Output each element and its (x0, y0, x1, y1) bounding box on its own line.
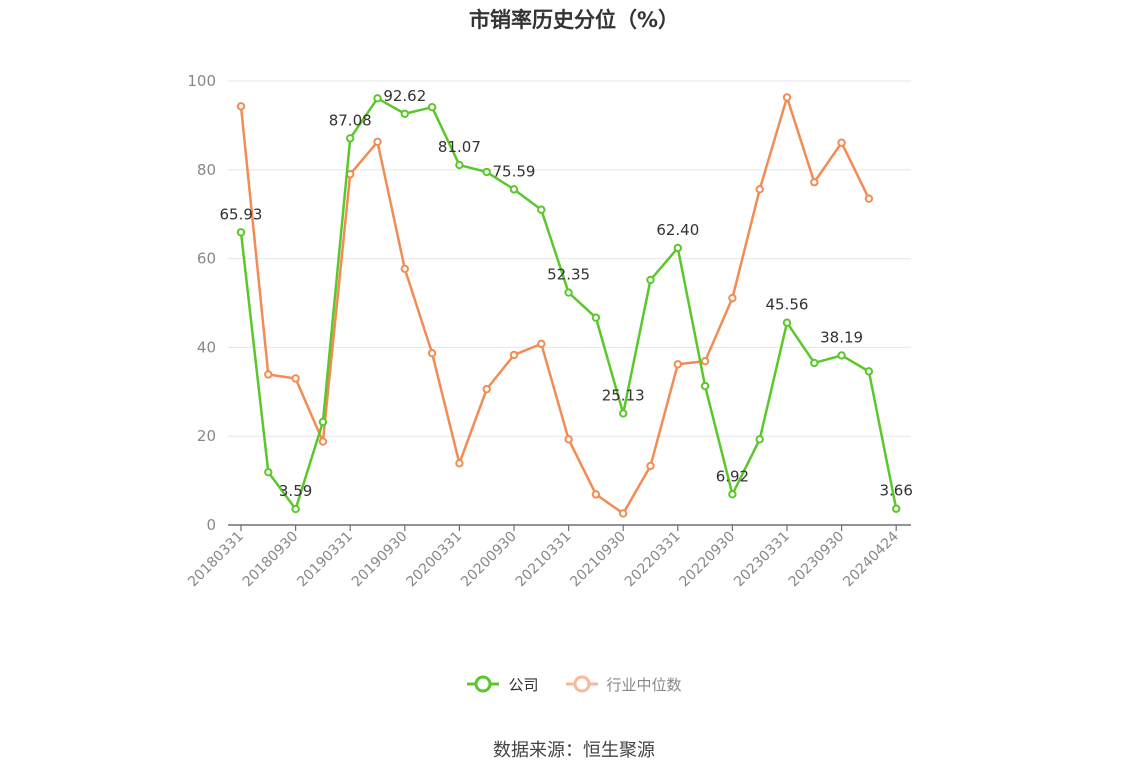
data-point (236, 228, 246, 237)
y-tick-label: 100 (187, 72, 216, 90)
x-tick-label: 20240424 (840, 528, 902, 590)
data-point (864, 367, 874, 376)
data-point (318, 417, 328, 427)
data-point (400, 109, 409, 118)
data-point (373, 94, 382, 103)
data-point (728, 490, 737, 499)
data-point (837, 138, 846, 147)
data-label: 52.35 (547, 266, 590, 284)
data-label: 3.59 (279, 482, 312, 500)
x-tick-label: 20210331 (513, 529, 575, 591)
data-point (646, 461, 655, 471)
data-label: 45.56 (766, 296, 809, 314)
x-tick-label: 20190331 (294, 529, 356, 591)
legend-item-industry[interactable]: 行业中位数 (565, 673, 682, 695)
data-point (700, 356, 710, 366)
legend-industry-label: 行业中位数 (606, 675, 682, 694)
data-point (619, 509, 628, 518)
legend: 公司 行业中位数 (0, 673, 1148, 695)
data-point (509, 185, 519, 194)
data-label: 38.19 (820, 328, 863, 346)
data-label: 25.13 (602, 386, 645, 404)
legend-company-label: 公司 (508, 675, 539, 694)
x-tick-label: 20200331 (404, 529, 466, 591)
x-tick-label: 20220331 (622, 529, 684, 591)
data-point (564, 288, 573, 297)
data-labels: 65.93 3.59 87.08 92.62 81.07 75.59 52.35 25.13 6… (220, 87, 913, 500)
x-tick-label: 20210930 (567, 529, 629, 591)
data-point (264, 467, 273, 477)
data-label: 87.08 (329, 111, 372, 129)
x-tick-label: 20230331 (731, 529, 793, 591)
data-point (755, 185, 764, 194)
data-point (482, 384, 491, 394)
data-label: 81.07 (438, 138, 481, 156)
y-tick-label: 40 (197, 338, 216, 356)
x-tick-label: 20180930 (240, 529, 302, 591)
x-tick-label: 20190930 (349, 529, 411, 591)
series-layer (236, 93, 901, 518)
data-point (782, 93, 792, 102)
data-point (427, 102, 437, 112)
data-point (755, 435, 764, 444)
data-label: 3.66 (879, 482, 912, 500)
data-point (427, 348, 437, 358)
legend-company-marker-icon (467, 675, 500, 693)
line-chart: 0 20 40 60 80 100 2018033120180930201903312019… (185, 72, 913, 591)
data-point (864, 194, 874, 203)
grid-lines (228, 80, 911, 437)
data-point (700, 381, 710, 391)
data-point (782, 318, 792, 327)
data-point (291, 504, 300, 514)
legend-industry-marker-icon (565, 675, 598, 693)
data-label: 65.93 (220, 205, 263, 223)
data-label: 62.40 (656, 221, 699, 239)
x-tick-label: 20200930 (458, 529, 520, 591)
x-tick-label: 20230930 (786, 529, 848, 591)
data-point (236, 102, 246, 111)
data-point (673, 243, 682, 253)
data-point (455, 160, 464, 170)
chart-title: 市销率历史分位（%） (468, 8, 680, 32)
source-note: 数据来源：恒生聚源 (493, 740, 655, 761)
data-point (400, 264, 409, 274)
y-tick-label: 80 (197, 161, 216, 179)
data-point (537, 339, 546, 349)
data-point (373, 137, 382, 147)
data-point (318, 437, 328, 446)
series-line-industry (239, 96, 871, 515)
data-point (591, 313, 601, 322)
data-point (673, 360, 682, 369)
data-point (291, 374, 300, 383)
y-tick-label: 60 (197, 250, 216, 268)
x-tick-label: 20180331 (185, 529, 247, 591)
data-point (619, 409, 628, 418)
data-point (509, 350, 519, 360)
data-label: 92.62 (383, 87, 426, 105)
data-point (455, 459, 464, 468)
data-label: 6.92 (716, 467, 749, 485)
x-tick-label: 20220930 (677, 529, 739, 591)
data-point (892, 504, 901, 513)
legend-item-company[interactable]: 公司 (466, 673, 539, 695)
y-tick-label: 20 (197, 427, 216, 445)
data-point (537, 205, 546, 214)
data-point (346, 134, 355, 143)
data-point (564, 435, 573, 444)
data-point (810, 178, 819, 187)
data-point (810, 358, 819, 368)
y-tick-label: 0 (206, 516, 216, 534)
data-point (264, 370, 273, 379)
data-point (591, 490, 601, 499)
data-point (837, 351, 846, 360)
data-label: 75.59 (493, 162, 536, 180)
data-point (728, 293, 737, 303)
data-point (646, 275, 655, 285)
data-point (482, 167, 491, 177)
